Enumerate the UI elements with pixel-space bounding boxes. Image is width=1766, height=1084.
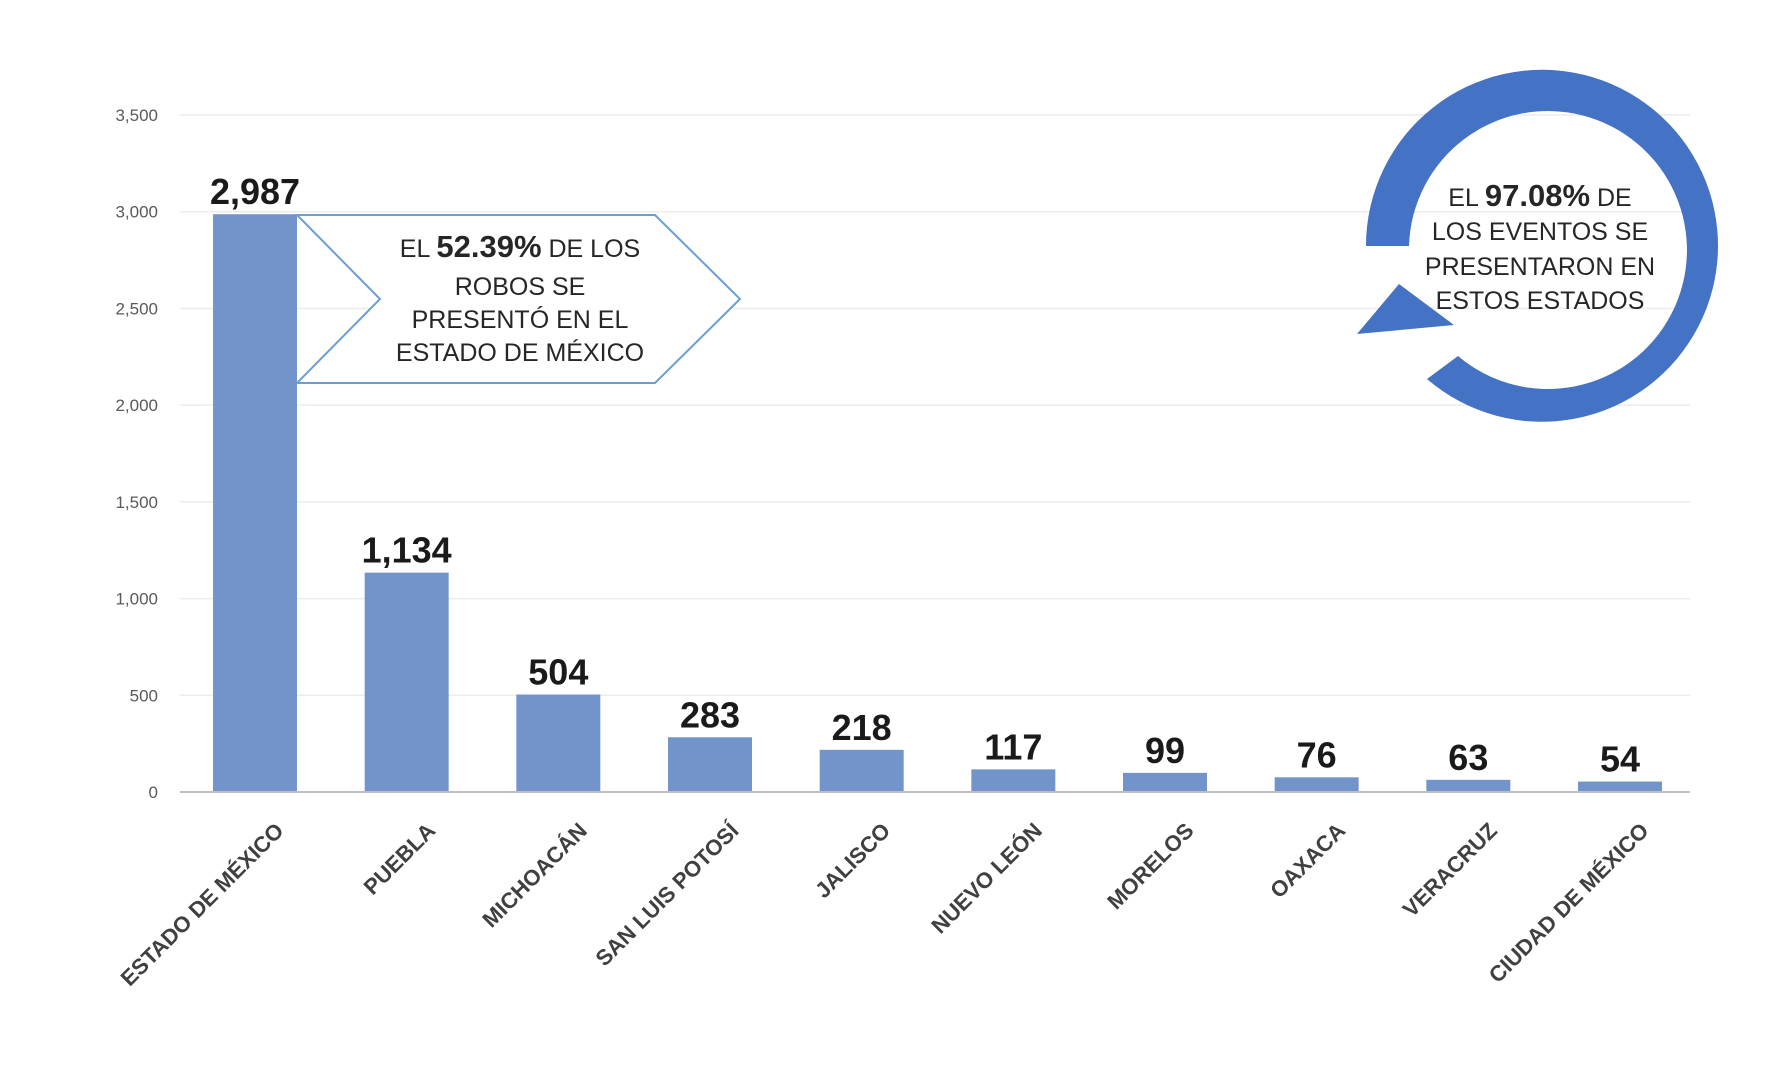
- bar: [1123, 772, 1207, 792]
- bar: [668, 737, 752, 792]
- category-label: VERACRUZ: [1398, 818, 1502, 922]
- callout-estado-mexico: EL 52.39% DE LOS ROBOS SE PRESENTÓ EN EL…: [294, 214, 742, 384]
- callout-2-line-1: EL 97.08% DE: [1448, 178, 1631, 213]
- callout-1-line-2: ROBOS SE: [455, 273, 586, 301]
- y-tick-label: 2,500: [115, 299, 158, 318]
- data-label: 76: [1297, 734, 1337, 775]
- y-tick-label: 0: [149, 783, 158, 802]
- data-label: 218: [832, 707, 892, 748]
- category-label: ESTADO DE MÉXICO: [116, 818, 289, 991]
- category-label: MORELOS: [1102, 818, 1198, 914]
- y-tick-label: 1,500: [115, 493, 158, 512]
- data-label: 99: [1145, 730, 1185, 771]
- category-label: OAXACA: [1265, 818, 1350, 903]
- y-tick-label: 1,000: [115, 590, 158, 609]
- bars: [213, 214, 1662, 792]
- bar: [1426, 779, 1511, 792]
- y-axis-ticks: 0 500 1,000 1,500 2,000 2,500 3,000 3,500: [115, 106, 158, 802]
- category-label: PUEBLA: [359, 818, 441, 900]
- callout-1-line-4: ESTADO DE MÉXICO: [396, 338, 644, 367]
- bar: [364, 572, 449, 792]
- bar: [1274, 777, 1359, 792]
- data-label: 1,134: [362, 530, 452, 571]
- bar: [516, 694, 601, 792]
- data-labels: 2,987 1,134 504 283 218 117 99 76 63 54: [210, 171, 1640, 779]
- y-tick-label: 3,000: [115, 203, 158, 222]
- data-label: 504: [528, 652, 588, 693]
- bar: [1578, 781, 1662, 792]
- category-label: JALISCO: [810, 818, 895, 903]
- category-label: CIUDAD DE MÉXICO: [1484, 818, 1654, 988]
- category-label: NUEVO LEÓN: [926, 818, 1047, 939]
- y-tick-label: 2,000: [115, 396, 158, 415]
- data-label: 117: [984, 726, 1042, 767]
- callout-1-line-1: EL 52.39% DE LOS: [400, 229, 640, 264]
- callout-2-line-2: LOS EVENTOS SE: [1432, 218, 1648, 246]
- category-label: MICHOACÁN: [477, 818, 591, 932]
- callout-1-line-3: PRESENTÓ EN EL: [412, 305, 629, 334]
- circular-arrow-callout: EL 97.08% DE LOS EVENTOS SE PRESENTARON …: [1357, 69, 1718, 422]
- callout-2-line-4: ESTOS ESTADOS: [1436, 287, 1645, 315]
- bar: [819, 749, 904, 792]
- data-label: 2,987: [210, 171, 300, 212]
- y-tick-label: 500: [130, 686, 158, 705]
- bar: [971, 769, 1056, 792]
- category-label: SAN LUIS POTOSÍ: [590, 817, 744, 971]
- chevron-callout-shape: [294, 214, 742, 384]
- bar: [213, 214, 297, 792]
- callout-2-line-3: PRESENTARON EN: [1425, 253, 1655, 281]
- data-label: 283: [680, 694, 740, 735]
- data-label: 63: [1448, 737, 1488, 778]
- y-tick-label: 3,500: [115, 106, 158, 125]
- arrowhead-icon: [1357, 284, 1454, 334]
- data-label: 54: [1600, 739, 1640, 780]
